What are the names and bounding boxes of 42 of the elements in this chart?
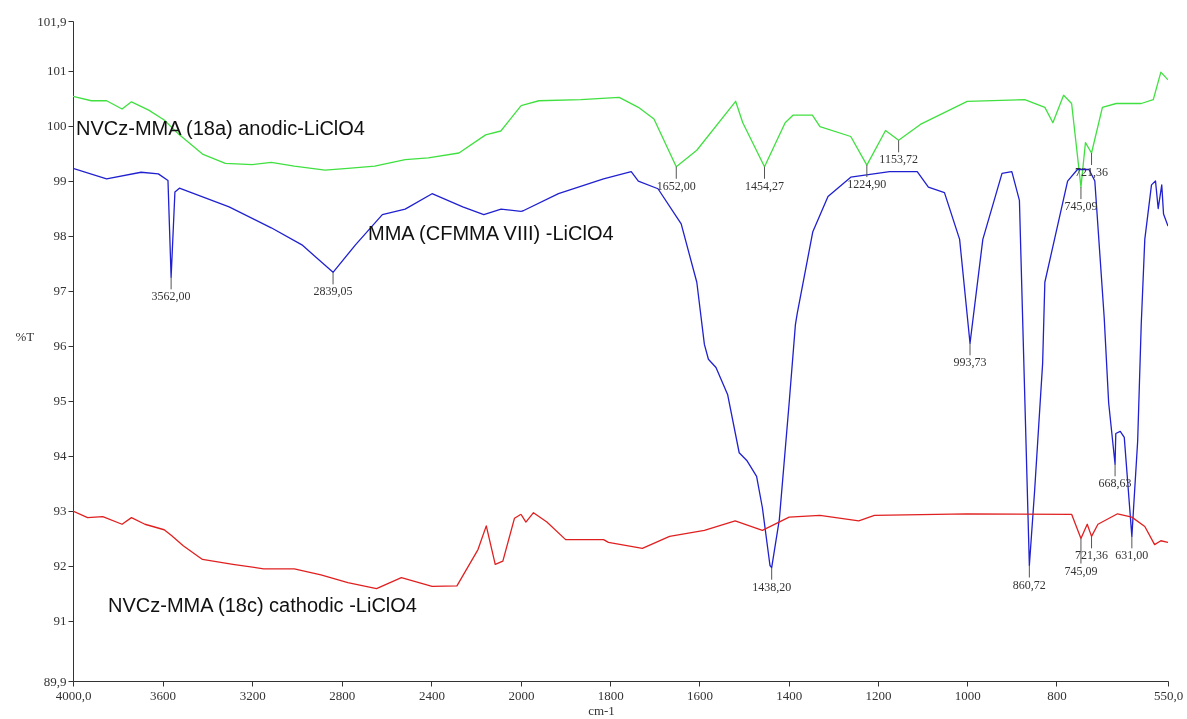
annotation: 631,00 bbox=[1115, 548, 1149, 563]
x-tick-label: 4000,0 bbox=[55, 687, 92, 703]
annotation: 1153,72 bbox=[879, 152, 918, 167]
annotation: 1438,20 bbox=[752, 579, 792, 594]
y-tick-label: 95 bbox=[53, 393, 67, 408]
y-tick-label: 99 bbox=[53, 173, 67, 188]
y-tick-label: 97 bbox=[53, 283, 67, 298]
annotation: 2839,05 bbox=[313, 284, 353, 299]
x-tick-label: 1600 bbox=[686, 687, 713, 703]
annotation: 1652,00 bbox=[656, 178, 696, 193]
series-label: MMA (CFMMA VIII) -LiClO4 bbox=[368, 222, 614, 244]
x-tick-label: 550,0 bbox=[1153, 687, 1184, 703]
y-tick-label: 101,9 bbox=[37, 13, 67, 29]
annotation: 860,72 bbox=[1012, 577, 1046, 592]
y-tick-label: 93 bbox=[53, 503, 67, 518]
x-tick-label: 1000 bbox=[954, 687, 981, 703]
series-label: NVCz-MMA (18c) cathodic -LiClO4 bbox=[108, 594, 417, 616]
x-tick-label: 800 bbox=[1047, 687, 1067, 703]
y-tick-label: 96 bbox=[53, 338, 67, 353]
x-tick-label: 2400 bbox=[418, 687, 445, 703]
annotation: 1224,90 bbox=[847, 177, 887, 192]
x-tick-label: 3200 bbox=[239, 687, 266, 703]
y-axis-title: %T bbox=[15, 328, 35, 344]
x-tick-label: 1200 bbox=[865, 687, 892, 703]
annotation: 993,73 bbox=[953, 355, 987, 370]
x-tick-label: 1800 bbox=[597, 687, 624, 703]
y-tick-label: 101 bbox=[47, 63, 67, 78]
x-axis-title: cm-1 bbox=[588, 702, 615, 718]
x-tick-label: 2000 bbox=[508, 687, 535, 703]
x-tick-label: 1400 bbox=[776, 687, 803, 703]
y-tick-label: 98 bbox=[53, 228, 67, 243]
y-tick-label: 91 bbox=[53, 613, 67, 628]
annotation: 1454,27 bbox=[745, 178, 785, 193]
y-tick-label: 89,9 bbox=[43, 673, 67, 689]
x-tick-label: 2800 bbox=[329, 687, 356, 703]
annotation: 745,09 bbox=[1064, 563, 1098, 578]
annotation: 3562,00 bbox=[151, 289, 191, 304]
y-tick-label: 94 bbox=[53, 448, 67, 463]
x-tick-label: 3600 bbox=[150, 687, 177, 703]
y-tick-label: 92 bbox=[53, 558, 67, 573]
y-tick-label: 100 bbox=[47, 118, 67, 133]
annotation: 721,36 bbox=[1075, 548, 1109, 563]
